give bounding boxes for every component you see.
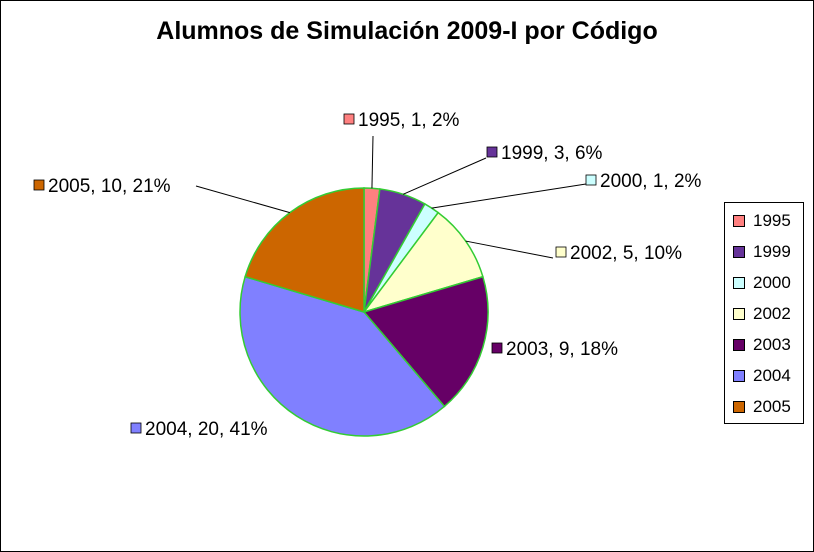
- legend-item-2002: 2002: [733, 304, 791, 324]
- legend-item-2000: 2000: [733, 273, 791, 293]
- legend-label-2002: 2002: [753, 304, 791, 323]
- legend-item-1999: 1999: [733, 242, 791, 262]
- data-label-1999: 1999, 3, 6%: [501, 143, 603, 164]
- pie-slice-2002: [362, 211, 484, 314]
- data-label-swatch-1999: [486, 146, 498, 158]
- data-label-swatch-2004: [130, 422, 142, 434]
- legend-swatch-1999: [733, 246, 745, 258]
- data-label-swatch-2005: [33, 179, 45, 191]
- data-label-swatch-2002: [555, 246, 567, 258]
- chart-title: Alumnos de Simulación 2009-I por Código: [156, 17, 658, 45]
- legend-swatch-2000: [733, 277, 745, 289]
- data-label-2002: 2002, 5, 10%: [570, 243, 682, 264]
- legend-swatch-2003: [733, 339, 745, 351]
- data-label-swatch-2003: [491, 342, 503, 354]
- leader-line-1999: [402, 157, 487, 195]
- legend-swatch-2004: [733, 370, 745, 382]
- legend-label-1995: 1995: [753, 211, 791, 230]
- legend-label-2000: 2000: [753, 273, 791, 292]
- legend-label-2004: 2004: [753, 366, 791, 385]
- leader-line-2000: [431, 183, 587, 209]
- legend-swatch-2002: [733, 308, 745, 320]
- legend-item-2004: 2004: [733, 366, 791, 386]
- legend-item-2005: 2005: [733, 397, 791, 417]
- pie-slice-2003: [362, 275, 489, 408]
- data-label-2005: 2005, 10, 21%: [48, 176, 171, 197]
- legend-label-1999: 1999: [753, 242, 791, 261]
- data-label-2003: 2003, 9, 18%: [506, 339, 618, 360]
- legend-item-1995: 1995: [733, 211, 791, 231]
- legend-item-2003: 2003: [733, 335, 791, 355]
- data-label-2004: 2004, 20, 41%: [145, 419, 268, 440]
- leader-line-1995: [371, 135, 374, 189]
- data-label-swatch-1995: [343, 113, 355, 125]
- leader-line-2005: [195, 185, 290, 214]
- pie-slice-2004: [239, 275, 446, 437]
- legend-swatch-1995: [733, 215, 745, 227]
- legend-label-2005: 2005: [753, 397, 791, 416]
- legend-label-2003: 2003: [753, 335, 791, 354]
- data-label-1995: 1995, 1, 2%: [358, 110, 460, 131]
- legend: 1995 1999 2000 2002 2003 2004 2005: [724, 202, 804, 424]
- data-label-2000: 2000, 1, 2%: [600, 171, 702, 192]
- legend-swatch-2005: [733, 401, 745, 413]
- data-label-swatch-2000: [585, 174, 597, 186]
- leader-line-2002: [465, 240, 554, 259]
